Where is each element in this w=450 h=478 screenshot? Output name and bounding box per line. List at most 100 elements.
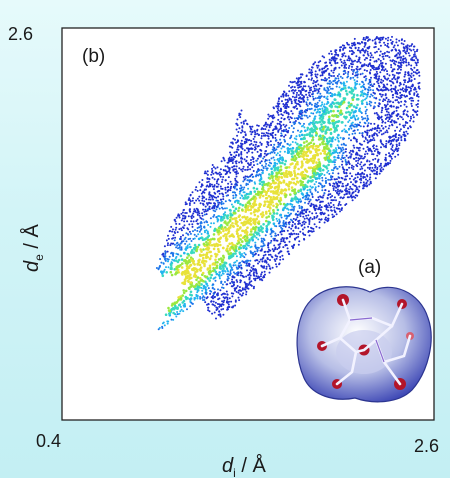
density-point	[269, 253, 272, 256]
density-point	[186, 308, 188, 311]
density-point	[328, 117, 331, 121]
density-point	[261, 183, 264, 187]
density-point	[217, 258, 221, 261]
density-point	[380, 124, 383, 127]
density-point	[238, 218, 242, 222]
density-point	[203, 172, 206, 175]
density-point	[282, 103, 285, 105]
density-point	[321, 149, 325, 152]
density-point	[299, 105, 302, 108]
density-point	[313, 216, 316, 218]
density-point	[292, 177, 296, 181]
density-point	[288, 223, 291, 226]
density-point	[225, 239, 228, 242]
density-point	[357, 159, 360, 162]
density-point	[410, 105, 413, 107]
density-point	[243, 158, 246, 161]
density-point	[415, 64, 418, 67]
density-point	[402, 43, 405, 46]
density-point	[382, 127, 385, 130]
density-point	[314, 148, 317, 151]
density-point	[295, 94, 298, 96]
density-point	[209, 292, 212, 295]
density-point	[262, 276, 265, 279]
density-point	[410, 80, 413, 83]
density-point	[356, 93, 359, 97]
density-point	[202, 279, 205, 283]
density-point	[268, 173, 271, 176]
density-point	[198, 214, 201, 217]
density-point	[344, 61, 346, 64]
density-point	[379, 71, 382, 74]
density-point	[209, 202, 212, 205]
density-point	[389, 159, 392, 162]
density-point	[336, 75, 339, 77]
density-point	[361, 172, 364, 175]
density-point	[387, 127, 390, 130]
density-point	[271, 266, 274, 269]
density-point	[211, 312, 214, 315]
density-point	[412, 74, 415, 77]
density-point	[354, 109, 357, 113]
density-point	[212, 215, 215, 218]
density-point	[275, 197, 279, 200]
density-point	[173, 231, 176, 233]
density-point	[397, 101, 400, 104]
density-point	[205, 198, 208, 201]
density-point	[403, 109, 406, 112]
density-point	[201, 199, 204, 202]
density-point	[170, 261, 173, 264]
density-point	[189, 245, 192, 249]
density-point	[307, 231, 310, 233]
density-point	[291, 162, 294, 165]
density-point	[345, 129, 347, 132]
density-point	[261, 271, 263, 274]
density-point	[180, 246, 183, 249]
density-point	[211, 171, 213, 174]
density-point	[219, 289, 222, 292]
density-point	[402, 110, 405, 113]
density-point	[271, 151, 274, 154]
density-point	[225, 283, 228, 286]
density-point	[210, 273, 213, 277]
density-point	[316, 215, 319, 217]
density-point	[384, 144, 387, 147]
density-point	[280, 141, 283, 144]
density-point	[372, 64, 375, 67]
density-point	[300, 76, 302, 79]
density-point	[350, 62, 352, 65]
density-point	[273, 128, 275, 131]
density-point	[261, 260, 264, 263]
density-point	[287, 113, 290, 116]
density-point	[337, 91, 341, 94]
density-point	[380, 95, 383, 98]
density-point	[340, 64, 343, 67]
density-point	[244, 283, 247, 286]
density-point	[267, 117, 270, 120]
density-point	[264, 165, 267, 168]
density-point	[245, 275, 248, 278]
density-point	[219, 267, 223, 270]
density-point	[212, 188, 215, 191]
density-point	[390, 64, 393, 66]
density-point	[363, 173, 366, 176]
density-point	[268, 265, 271, 268]
density-point	[220, 198, 222, 201]
density-point	[235, 232, 239, 235]
density-point	[406, 50, 408, 53]
density-point	[240, 121, 243, 124]
density-point	[366, 53, 369, 55]
density-point	[327, 147, 330, 150]
density-point	[249, 246, 252, 249]
density-point	[219, 224, 223, 227]
density-point	[377, 58, 380, 61]
density-point	[327, 160, 331, 164]
density-point	[235, 266, 238, 269]
density-point	[250, 142, 253, 145]
density-point	[172, 254, 175, 256]
density-point	[175, 216, 178, 219]
density-point	[213, 191, 216, 194]
density-point	[263, 183, 266, 186]
density-point	[224, 200, 227, 203]
density-point	[412, 116, 415, 119]
